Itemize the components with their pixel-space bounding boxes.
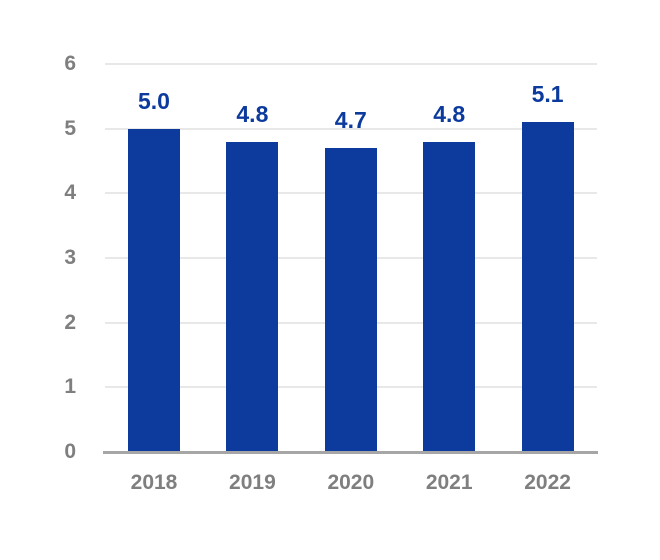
gridline xyxy=(105,127,597,130)
y-tick-label: 0 xyxy=(64,440,76,463)
bar xyxy=(521,122,574,452)
bar-value-label: 5.0 xyxy=(138,87,170,114)
bar xyxy=(324,148,377,452)
bar xyxy=(423,141,476,452)
bar-value-label: 4.7 xyxy=(334,107,367,134)
x-tick-label: 2018 xyxy=(130,471,178,494)
x-tick-label: 2020 xyxy=(327,471,375,494)
bar xyxy=(226,141,279,452)
y-tick-label: 4 xyxy=(64,181,76,205)
gridline xyxy=(105,63,597,65)
y-tick-label: 5 xyxy=(64,116,76,140)
y-tick-label: 1 xyxy=(64,375,76,399)
x-tick-label: 2021 xyxy=(425,471,473,494)
bar xyxy=(128,128,180,452)
bar-value-label: 5.1 xyxy=(531,81,564,108)
y-tick-label: 6 xyxy=(64,52,76,75)
y-tick-label: 3 xyxy=(64,246,76,269)
bar-value-label: 4.8 xyxy=(433,100,466,127)
bar-value-label: 4.8 xyxy=(236,100,269,127)
x-axis-line xyxy=(103,451,598,454)
x-tick-label: 2019 xyxy=(229,471,276,494)
x-tick-label: 2022 xyxy=(524,471,571,494)
y-tick-label: 2 xyxy=(64,310,76,334)
